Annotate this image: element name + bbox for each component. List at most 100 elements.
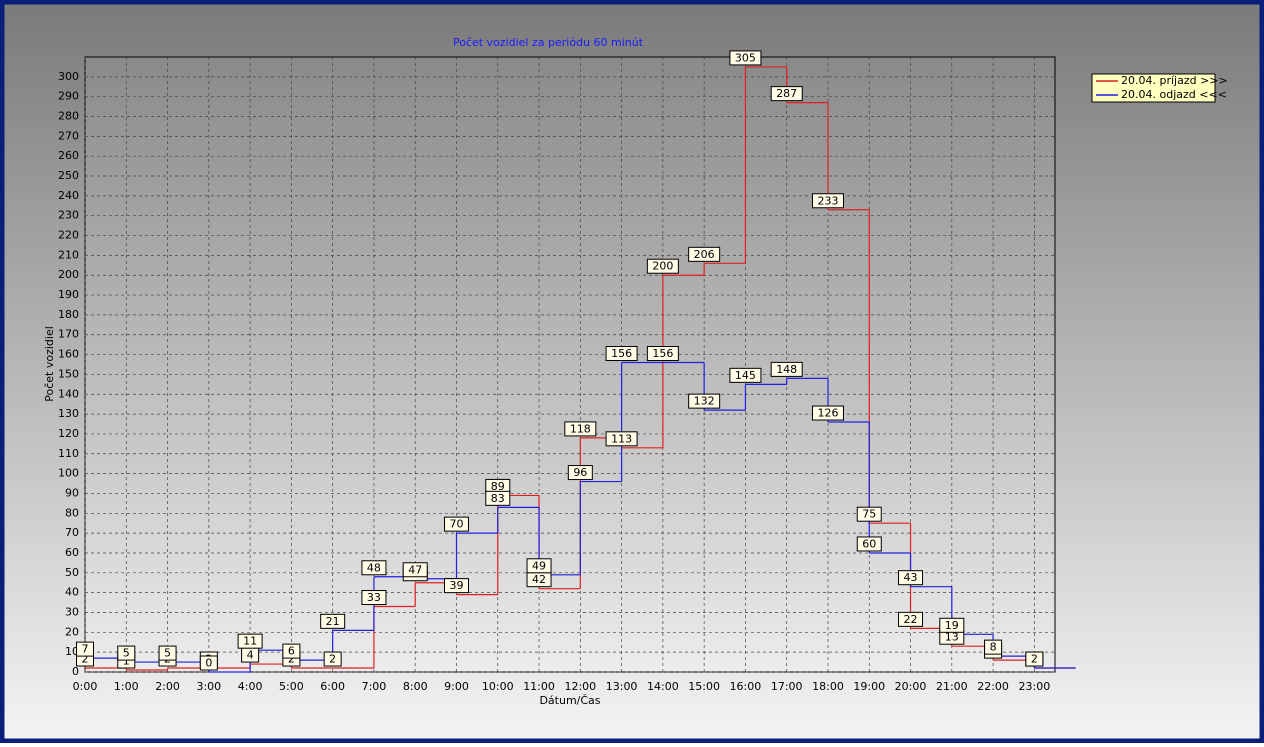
- x-tick-label: 12:00: [564, 680, 596, 693]
- value-label: 11: [243, 635, 257, 648]
- legend-label: 20.04. príjazd >>>: [1121, 74, 1228, 87]
- y-tick-label: 240: [58, 189, 79, 202]
- x-tick-label: 4:00: [238, 680, 263, 693]
- x-tick-label: 21:00: [936, 680, 968, 693]
- y-tick-label: 110: [58, 447, 79, 460]
- y-tick-label: 40: [65, 586, 79, 599]
- value-label-box: [605, 346, 638, 362]
- value-label-box: [117, 645, 136, 661]
- value-label-box: [984, 639, 1003, 655]
- value-label: 48: [367, 561, 381, 574]
- value-label-box: [688, 246, 721, 262]
- plot-area: [84, 56, 1056, 673]
- value-label: 2: [1031, 653, 1038, 666]
- x-tick-label: 20:00: [895, 680, 927, 693]
- value-label: 7: [82, 643, 89, 656]
- x-tick-label: 3:00: [196, 680, 221, 693]
- x-tick-label: 1:00: [114, 680, 139, 693]
- value-label-box: [282, 643, 301, 659]
- value-label: 287: [776, 87, 797, 100]
- value-label: 233: [817, 194, 838, 207]
- y-tick-label: 180: [58, 308, 79, 321]
- value-label: 19: [945, 619, 959, 632]
- value-label-box: [402, 562, 428, 578]
- y-tick-label: 20: [65, 625, 79, 638]
- value-label-box: [729, 367, 762, 383]
- value-label: 22: [904, 613, 918, 626]
- value-label: 1: [123, 655, 130, 668]
- y-tick-label: 90: [65, 486, 79, 499]
- y-tick-label: 260: [58, 149, 79, 162]
- value-label-box: [158, 645, 177, 661]
- value-label: 0: [205, 657, 212, 670]
- value-label: 148: [776, 363, 797, 376]
- value-label-box: [1025, 651, 1044, 667]
- x-tick-label: 18:00: [812, 680, 844, 693]
- value-label-box: [898, 570, 924, 586]
- y-tick-label: 210: [58, 248, 79, 261]
- value-label: 5: [123, 647, 130, 660]
- y-tick-label: 190: [58, 288, 79, 301]
- value-label-box: [76, 641, 94, 657]
- x-tick-label: 5:00: [279, 680, 304, 693]
- value-label: 126: [817, 407, 838, 420]
- value-label-box: [646, 346, 679, 362]
- chart-title: Počet vozidiel za periódu 60 minút: [453, 36, 644, 49]
- value-label: 43: [904, 571, 918, 584]
- value-label-box: [323, 651, 342, 667]
- y-tick-label: 220: [58, 229, 79, 242]
- value-label: 156: [611, 347, 632, 360]
- value-label-box: [770, 86, 803, 102]
- value-label: 118: [570, 422, 591, 435]
- value-label: 2: [288, 653, 295, 666]
- value-label-box: [361, 560, 387, 576]
- legend-label: 20.04. odjazd <<<: [1121, 88, 1227, 101]
- y-tick-label: 50: [65, 566, 79, 579]
- value-label: 39: [449, 579, 463, 592]
- y-tick-label: 170: [58, 328, 79, 341]
- value-label: 200: [652, 260, 673, 273]
- value-label: 113: [611, 432, 632, 445]
- x-tick-label: 14:00: [647, 680, 679, 693]
- value-label-box: [856, 536, 882, 552]
- value-label-box: [199, 655, 218, 671]
- value-label: 60: [862, 537, 876, 550]
- value-label: 33: [367, 591, 381, 604]
- x-tick-label: 9:00: [444, 680, 469, 693]
- value-label: 2: [329, 653, 336, 666]
- x-tick-label: 17:00: [771, 680, 803, 693]
- y-tick-label: 230: [58, 209, 79, 222]
- x-axis-label: Dátum/Čas: [539, 694, 600, 707]
- value-label: 75: [862, 508, 876, 521]
- x-tick-label: 6:00: [320, 680, 345, 693]
- y-tick-label: 130: [58, 407, 79, 420]
- value-label: 8: [990, 641, 997, 654]
- value-label-box: [811, 405, 844, 421]
- x-tick-label: 15:00: [688, 680, 720, 693]
- value-label-box: [811, 193, 844, 209]
- value-label-box: [605, 431, 638, 447]
- value-label: 206: [694, 248, 715, 261]
- value-label: 132: [694, 395, 715, 408]
- value-label-box: [688, 393, 721, 409]
- value-label: 4: [247, 649, 254, 662]
- y-tick-label: 0: [72, 665, 79, 678]
- value-label: 96: [573, 466, 587, 479]
- value-label-box: [898, 611, 924, 627]
- y-tick-label: 70: [65, 526, 79, 539]
- y-tick-label: 60: [65, 546, 79, 559]
- y-axis-label: Počet vozidiel: [43, 326, 56, 402]
- value-label: 2: [82, 653, 89, 666]
- value-label-box: [443, 578, 469, 594]
- x-tick-label: 23:00: [1019, 680, 1051, 693]
- value-label: 89: [491, 480, 505, 493]
- x-tick-label: 7:00: [362, 680, 387, 693]
- x-tick-label: 16:00: [730, 680, 762, 693]
- y-tick-label: 10: [65, 645, 79, 658]
- y-tick-label: 150: [58, 367, 79, 380]
- x-tick-label: 13:00: [606, 680, 638, 693]
- x-tick-label: 11:00: [523, 680, 555, 693]
- y-tick-label: 140: [58, 387, 79, 400]
- y-tick-label: 30: [65, 605, 79, 618]
